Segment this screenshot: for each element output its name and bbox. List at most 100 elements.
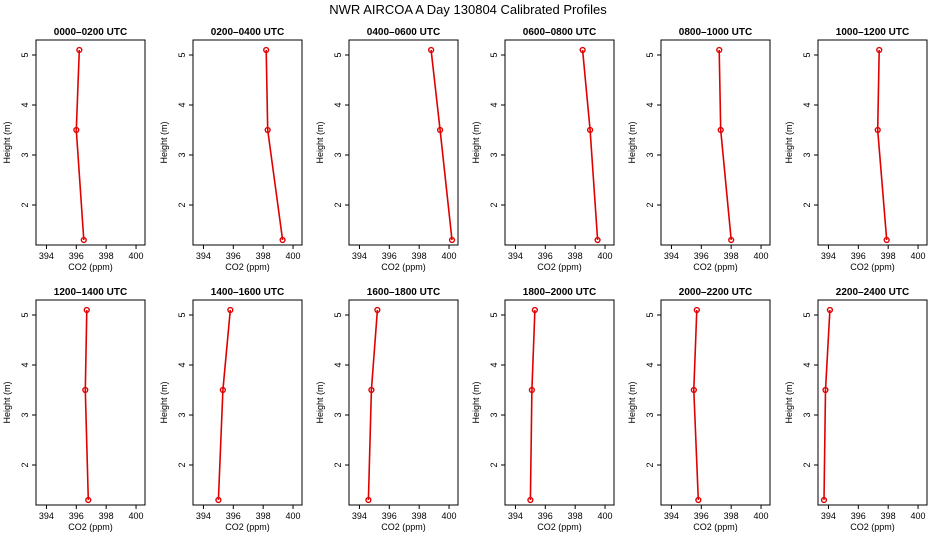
co2-data-point (826, 306, 834, 314)
y-tick-label: 5 (333, 312, 343, 317)
plot-frame (192, 39, 303, 246)
y-axis-label: Height (m) (627, 381, 637, 423)
y-tick-label: 4 (20, 362, 30, 367)
co2-data-point (716, 46, 723, 54)
co2-data-point (579, 46, 586, 54)
y-tick-label: 5 (177, 52, 187, 57)
x-tick-label: 396 (382, 251, 397, 261)
x-tick-label: 400 (442, 251, 457, 261)
y-tick-label: 3 (177, 412, 187, 417)
panel-title: 0200–0400 UTC (211, 27, 284, 38)
x-tick-label: 398 (99, 511, 114, 521)
y-tick-label: 2 (645, 462, 655, 467)
y-tick-label: 2 (20, 202, 30, 207)
co2-data-point (528, 386, 535, 394)
y-tick-label: 5 (20, 312, 30, 317)
chart-panel: 2000–2200 UTC 394 396 398 400 2 3 4 5 CO2 (ppm) He… (627, 287, 771, 532)
co2-data-point (83, 306, 90, 314)
co2-data-point (279, 236, 286, 244)
panel-title: 1600–1800 UTC (367, 287, 440, 298)
co2-data-point (264, 126, 271, 134)
co2-data-point (717, 126, 724, 134)
y-tick-label: 3 (802, 152, 812, 157)
x-tick-label: 398 (412, 511, 427, 521)
panel-title: 2200–2400 UTC (836, 287, 909, 298)
co2-data-point (883, 236, 890, 244)
y-axis-label: Height (m) (627, 121, 637, 163)
x-tick-label: 400 (911, 511, 926, 521)
x-tick-label: 400 (598, 511, 613, 521)
plot-frame (817, 39, 928, 246)
panel-title: 1000–1200 UTC (836, 27, 909, 38)
panel-title: 0400–0600 UTC (367, 27, 440, 38)
co2-data-point (690, 386, 697, 394)
x-tick-label: 396 (226, 251, 241, 261)
y-tick-label: 5 (645, 312, 655, 317)
x-tick-label: 400 (754, 511, 769, 521)
x-axis-label: CO2 (ppm) (850, 262, 895, 272)
y-axis-label: Height (m) (2, 381, 12, 423)
co2-data-point (728, 236, 735, 244)
plot-frame (817, 299, 928, 506)
y-axis-label: Height (m) (159, 381, 169, 423)
y-tick-label: 3 (333, 152, 343, 157)
x-tick-label: 398 (881, 511, 896, 521)
y-tick-label: 2 (489, 202, 499, 207)
x-tick-label: 400 (598, 251, 613, 261)
y-tick-label: 4 (489, 102, 499, 107)
y-tick-label: 4 (645, 102, 655, 107)
chart-panels: 0000–0200 UTC 394 396 398 400 2 3 4 5 CO2 (ppm) He… (2, 27, 928, 532)
y-tick-label: 5 (177, 312, 187, 317)
y-axis-label: Height (m) (315, 121, 325, 163)
plot-frame (660, 299, 771, 506)
x-tick-label: 396 (694, 251, 709, 261)
co2-profile-line (430, 49, 453, 241)
co2-data-point (594, 236, 601, 244)
chart-panel: 0200–0400 UTC 394 396 398 400 2 3 4 5 CO2 (ppm) He… (159, 27, 303, 272)
y-axis-label: Height (m) (315, 381, 325, 423)
x-tick-label: 398 (568, 251, 583, 261)
y-tick-label: 3 (333, 412, 343, 417)
y-axis-label: Height (m) (784, 121, 794, 163)
y-tick-label: 3 (177, 152, 187, 157)
chart-panel: 1000–1200 UTC 394 396 398 400 2 3 4 5 CO2 (ppm) He… (784, 27, 928, 272)
co2-data-point (85, 496, 92, 504)
co2-data-point (874, 126, 881, 134)
y-tick-label: 5 (333, 52, 343, 57)
y-axis-label: Height (m) (784, 381, 794, 423)
co2-data-point (365, 496, 372, 504)
x-tick-label: 398 (256, 511, 271, 521)
x-axis-label: CO2 (ppm) (381, 522, 426, 532)
plot-frame (35, 39, 146, 246)
panel-title: 1200–1400 UTC (54, 287, 127, 298)
y-tick-label: 4 (645, 362, 655, 367)
x-axis-label: CO2 (ppm) (68, 262, 113, 272)
y-tick-label: 3 (645, 152, 655, 157)
y-tick-label: 2 (20, 462, 30, 467)
x-tick-label: 396 (538, 251, 553, 261)
x-tick-label: 394 (39, 511, 54, 521)
x-tick-label: 396 (69, 251, 84, 261)
co2-data-point (368, 386, 375, 394)
panel-title: 1400–1600 UTC (211, 287, 284, 298)
y-axis-label: Height (m) (471, 121, 481, 163)
y-tick-label: 3 (489, 412, 499, 417)
y-tick-label: 3 (645, 412, 655, 417)
co2-profile-line (217, 309, 232, 501)
x-tick-label: 396 (226, 511, 241, 521)
x-tick-label: 400 (286, 251, 301, 261)
x-tick-label: 396 (851, 251, 866, 261)
y-tick-label: 3 (489, 152, 499, 157)
x-tick-label: 394 (196, 251, 211, 261)
x-tick-label: 394 (39, 251, 54, 261)
y-tick-label: 5 (20, 52, 30, 57)
x-tick-label: 396 (69, 511, 84, 521)
x-tick-label: 398 (881, 251, 896, 261)
co2-profile-line (529, 309, 536, 501)
co2-profile-line (718, 49, 732, 241)
y-tick-label: 3 (20, 412, 30, 417)
x-axis-label: CO2 (ppm) (693, 262, 738, 272)
x-tick-label: 394 (508, 251, 523, 261)
co2-profile-line (581, 49, 599, 241)
